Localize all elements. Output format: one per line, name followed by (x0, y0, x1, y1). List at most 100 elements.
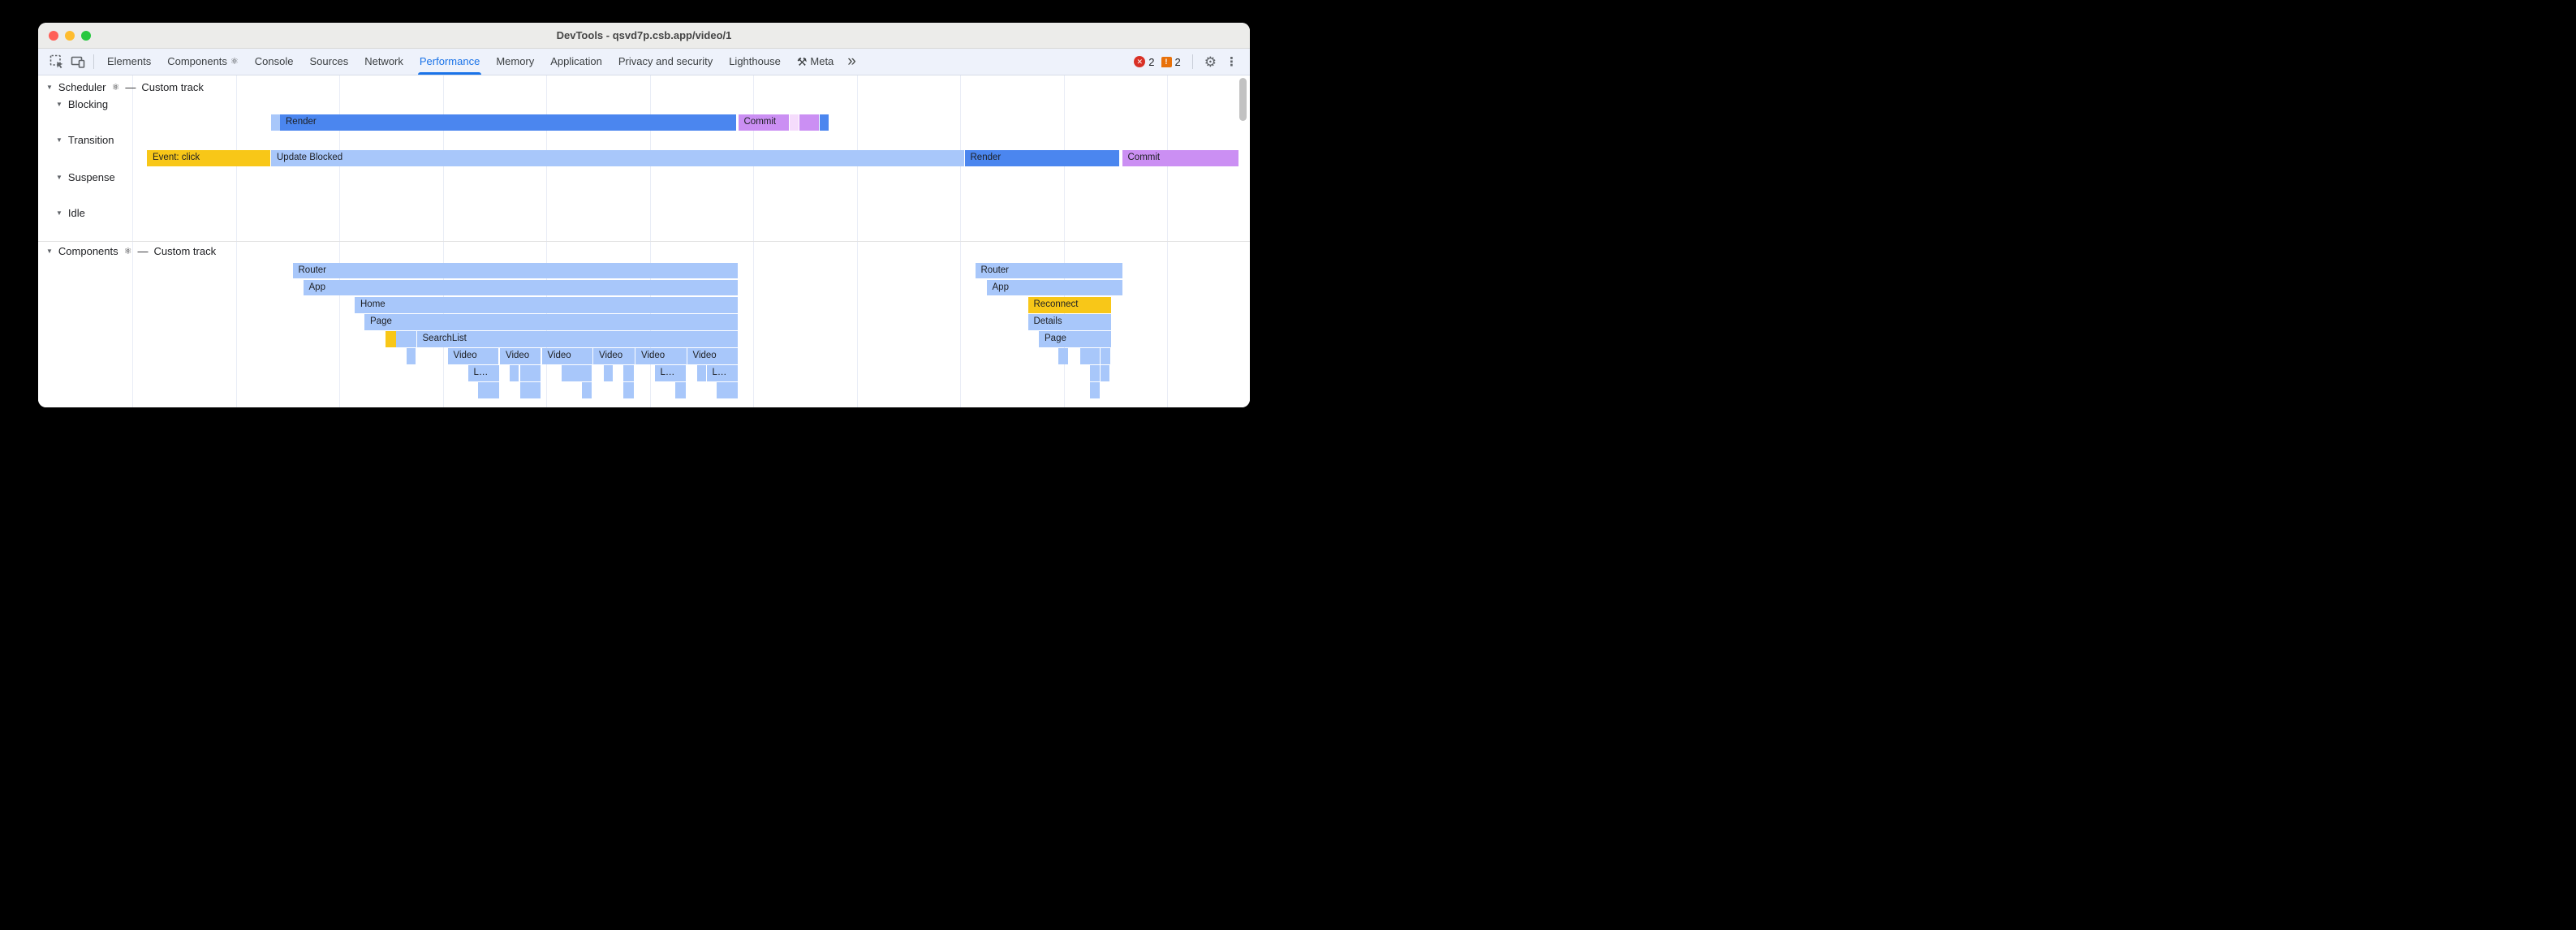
track-name: Scheduler (58, 81, 106, 93)
disclosure-triangle-icon[interactable]: ▼ (46, 84, 53, 91)
atom-icon: ⚛ (111, 83, 120, 93)
flame-bar-searchlist[interactable]: SearchList (416, 331, 738, 347)
flame-bar[interactable] (561, 365, 571, 381)
flame-bar[interactable] (509, 365, 519, 381)
flame-bar[interactable] (406, 348, 416, 364)
flame-bar-details[interactable]: Details (1027, 314, 1111, 330)
lane-name: Suspense (67, 171, 115, 183)
flame-bar-video[interactable]: Video (687, 348, 738, 364)
flame-bar[interactable] (1100, 365, 1109, 381)
lane-label-idle: ▼ Idle (56, 207, 85, 219)
flame-bar[interactable] (1079, 348, 1100, 364)
flame-bar-app[interactable]: App (986, 279, 1122, 295)
minimize-window-button[interactable] (65, 30, 75, 41)
performance-timeline-canvas[interactable]: ▼ Scheduler ⚛ — Custom track ▼ Blocking ▼ Transi… (38, 75, 1250, 407)
traffic-lights (49, 23, 91, 48)
zoom-window-button[interactable] (81, 30, 91, 41)
flame-bar[interactable] (1090, 365, 1100, 381)
tab-elements[interactable]: Elements (99, 49, 159, 75)
flame-bar-app[interactable]: App (303, 279, 738, 295)
flame-bar-video[interactable]: Video (500, 348, 541, 364)
flame-bar-reconnect[interactable]: Reconnect (1027, 297, 1111, 313)
flame-bar-commit[interactable]: Commit (1122, 150, 1238, 166)
flame-bar-commit[interactable]: Commit (738, 114, 789, 131)
device-toolbar-icon[interactable] (67, 52, 88, 71)
tab-meta[interactable]: ⚒ Meta (789, 49, 842, 75)
flame-bar-render[interactable]: Render (964, 150, 1119, 166)
tab-network[interactable]: Network (356, 49, 411, 75)
tab-application[interactable]: Application (542, 49, 610, 75)
disclosure-triangle-icon[interactable]: ▼ (56, 174, 62, 181)
flame-bar[interactable] (520, 365, 541, 381)
flame-bar[interactable] (674, 382, 686, 398)
devtools-window: DevTools - qsvd7p.csb.app/video/1 Elemen… (38, 23, 1250, 407)
error-icon: ✕ (1134, 56, 1146, 67)
flame-bar-render[interactable]: Render (280, 114, 736, 131)
flame-bar-update-blocked[interactable]: Update Blocked (271, 150, 964, 166)
flame-bar-video[interactable]: Video (593, 348, 635, 364)
vertical-scrollbar-thumb[interactable] (1239, 77, 1247, 121)
tab-label: Elements (107, 55, 152, 67)
flame-bar-l[interactable]: L… (654, 365, 686, 381)
tab-label: Performance (419, 55, 480, 67)
flame-bar[interactable] (396, 331, 416, 347)
flame-bar[interactable] (385, 331, 396, 347)
lane-label-suspense: ▼ Suspense (56, 171, 115, 183)
flame-bar-video[interactable]: Video (541, 348, 592, 364)
flame-bar-router[interactable]: Router (292, 262, 738, 278)
track-header-components: ▼ Components ⚛ — Custom track (46, 245, 216, 257)
console-warnings-badge[interactable]: ! 2 (1161, 56, 1181, 68)
disclosure-triangle-icon[interactable]: ▼ (56, 101, 62, 108)
flame-bar-l[interactable]: L… (467, 365, 499, 381)
flame-bar-home[interactable]: Home (355, 297, 738, 313)
flame-bar[interactable] (270, 114, 280, 131)
more-tabs-chevron-icon[interactable]: » (847, 53, 856, 70)
flame-bar-page[interactable]: Page (1039, 331, 1111, 347)
flame-bar-event-click[interactable]: Event: click (147, 150, 270, 166)
flame-bar[interactable] (696, 365, 706, 381)
flame-bar[interactable] (478, 382, 499, 398)
flame-bar-l[interactable]: L… (706, 365, 738, 381)
close-window-button[interactable] (49, 30, 58, 41)
flame-bar[interactable] (623, 382, 634, 398)
disclosure-triangle-icon[interactable]: ▼ (56, 209, 62, 217)
flame-bar[interactable] (571, 365, 592, 381)
flame-bar-video[interactable]: Video (447, 348, 498, 364)
flame-bar[interactable] (799, 114, 819, 131)
flame-bar[interactable] (623, 365, 634, 381)
tab-sources[interactable]: Sources (302, 49, 357, 75)
lane-label-blocking: ▼ Blocking (56, 98, 108, 110)
inspect-element-icon[interactable] (46, 52, 67, 71)
flame-bar-router[interactable]: Router (975, 262, 1122, 278)
tab-memory[interactable]: Memory (488, 49, 542, 75)
flame-bar-page[interactable]: Page (364, 314, 738, 330)
flame-bar[interactable] (1090, 382, 1100, 398)
tab-privacy-and-security[interactable]: Privacy and security (610, 49, 721, 75)
toolbar-divider (1191, 54, 1193, 69)
console-errors-badge[interactable]: ✕ 2 (1134, 55, 1155, 68)
tab-performance[interactable]: Performance (411, 49, 488, 75)
flame-bar[interactable] (717, 382, 738, 398)
flame-bar[interactable] (603, 365, 613, 381)
settings-gear-icon[interactable]: ⚙ (1204, 54, 1217, 70)
flame-bar[interactable] (789, 114, 799, 131)
error-count: 2 (1148, 55, 1155, 68)
flame-bar[interactable] (820, 114, 829, 131)
tab-label: Application (550, 55, 602, 67)
flame-bar[interactable] (581, 382, 592, 398)
lane-name: Blocking (67, 98, 109, 110)
track-suffix: Custom track (141, 81, 204, 93)
disclosure-triangle-icon[interactable]: ▼ (46, 248, 53, 255)
flame-bar[interactable] (1100, 348, 1110, 364)
flame-bar[interactable] (1058, 348, 1068, 364)
flame-bar[interactable] (520, 382, 541, 398)
flame-bar-video[interactable]: Video (635, 348, 687, 364)
kebab-menu-icon[interactable]: ⋮ (1226, 54, 1238, 69)
tab-lighthouse[interactable]: Lighthouse (721, 49, 789, 75)
tab-components[interactable]: Components ⚛ (159, 49, 247, 75)
tab-label: Sources (309, 55, 349, 67)
tab-label: Memory (496, 55, 535, 67)
tab-label: Network (364, 55, 403, 67)
disclosure-triangle-icon[interactable]: ▼ (56, 136, 62, 144)
tab-console[interactable]: Console (247, 49, 302, 75)
